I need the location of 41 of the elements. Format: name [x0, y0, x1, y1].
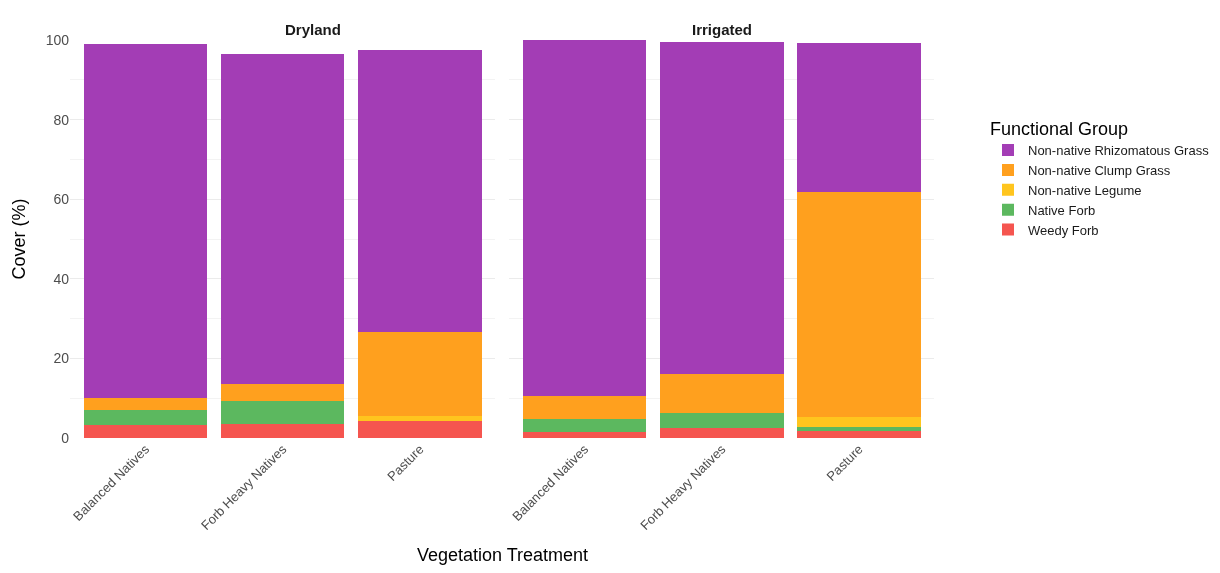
chart-title: Dryland: [285, 21, 341, 38]
y-tick-label: 20: [53, 350, 70, 367]
bar: [358, 415, 482, 422]
bar: [797, 416, 921, 428]
bar: [220, 423, 345, 438]
legend-label: Non-native Legume: [1028, 182, 1142, 198]
bar: [522, 40, 647, 397]
bar: [358, 332, 482, 416]
bar: [660, 41, 784, 375]
y-tick-label: 0: [61, 429, 70, 446]
x-axis-title: Vegetation Treatment: [417, 545, 589, 565]
y-tick-label: 40: [53, 270, 70, 287]
bar: [220, 53, 345, 384]
y-axis-title: Cover (%): [8, 198, 29, 280]
bar: [797, 430, 921, 438]
bar: [522, 419, 647, 433]
legend-label: Non-native Rhizomatous Grass: [1028, 143, 1210, 159]
bar: [797, 43, 921, 192]
legend-title: Functional Group: [990, 119, 1129, 140]
bar: [358, 50, 482, 333]
bar: [660, 374, 784, 413]
bar: [660, 412, 784, 429]
bar: [83, 398, 208, 411]
y-tick-label: 100: [45, 31, 70, 48]
bar: [522, 396, 647, 420]
bar: [83, 424, 208, 438]
bar: [522, 432, 647, 438]
bar: [660, 428, 784, 438]
legend-label: Native Forb: [1028, 202, 1096, 218]
legend-label: Non-native Clump Grass: [1028, 162, 1171, 178]
bar: [220, 383, 345, 401]
bar: [83, 410, 208, 425]
y-tick-label: 60: [53, 191, 70, 208]
bar: [220, 400, 345, 424]
y-tick-label: 80: [53, 111, 70, 128]
legend-label: Weedy Forb: [1028, 222, 1099, 238]
bar: [358, 421, 482, 438]
bar: [797, 191, 921, 417]
bar: [83, 44, 208, 399]
bar: [797, 427, 921, 431]
chart-title: Irrigated: [692, 21, 753, 38]
